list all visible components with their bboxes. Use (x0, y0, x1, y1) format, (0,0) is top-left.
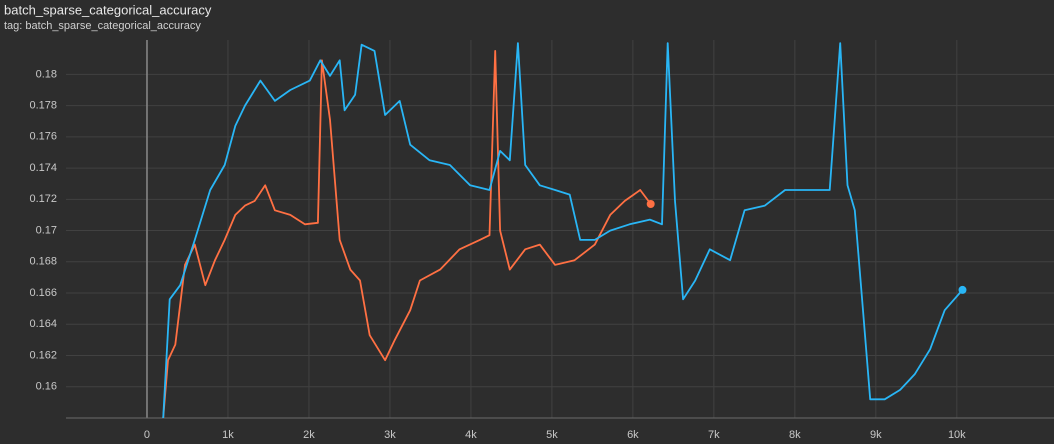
y-tick-label: 0.174 (29, 162, 57, 174)
y-tick-label: 0.16 (36, 381, 57, 393)
y-tick-label: 0.178 (29, 100, 57, 112)
end-point (958, 285, 967, 294)
x-tick-label: 8k (789, 429, 801, 441)
y-tick-label: 0.176 (29, 131, 57, 143)
y-tick-label: 0.164 (29, 318, 57, 330)
plot-area (162, 42, 964, 418)
x-tick-label: 4k (465, 429, 477, 441)
x-tick-label: 7k (708, 429, 720, 441)
x-tick-label: 1k (222, 429, 234, 441)
x-tick-label: 9k (870, 429, 882, 441)
x-tick-label: 3k (384, 429, 396, 441)
series-line (162, 42, 964, 418)
chart-subtitle: tag: batch_sparse_categorical_accuracy (4, 20, 201, 32)
y-tick-label: 0.162 (29, 349, 57, 361)
x-tick-label: 2k (303, 429, 315, 441)
series-line (162, 50, 652, 418)
end-point (646, 200, 655, 209)
y-tick-label: 0.168 (29, 256, 57, 268)
y-tick-label: 0.172 (29, 193, 57, 205)
x-tick-label: 0 (144, 429, 150, 441)
x-tick-label: 5k (546, 429, 558, 441)
y-tick-label: 0.18 (36, 68, 57, 80)
x-tick-label: 6k (627, 429, 639, 441)
y-tick-label: 0.17 (36, 224, 57, 236)
chart-title: batch_sparse_categorical_accuracy (4, 2, 212, 17)
y-tick-label: 0.166 (29, 287, 57, 299)
x-tick-label: 10k (948, 429, 966, 441)
